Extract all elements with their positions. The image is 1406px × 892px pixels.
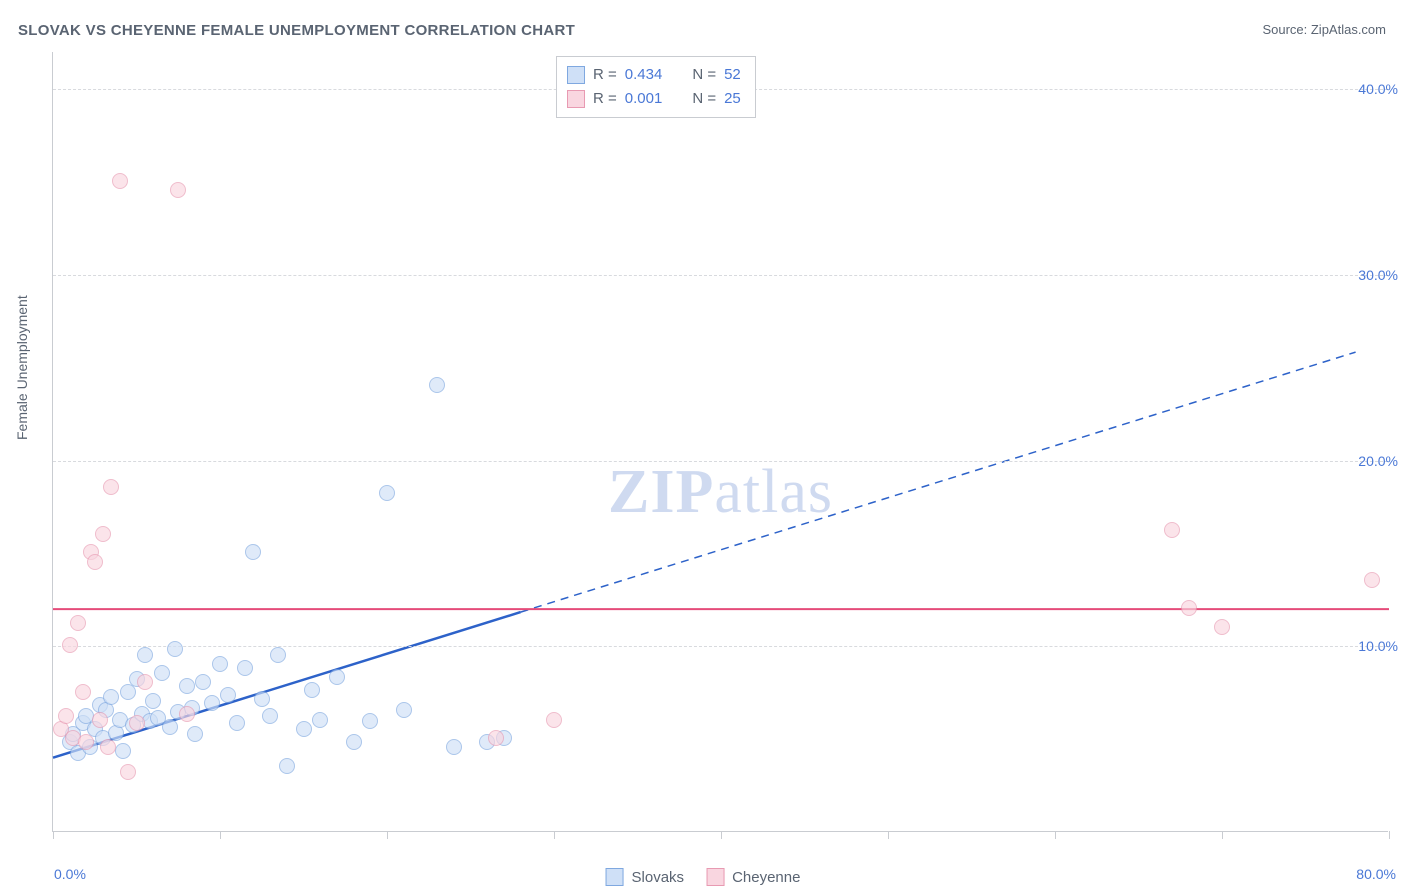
legend-n-label: N = bbox=[692, 87, 716, 111]
data-point bbox=[312, 712, 328, 728]
trend-lines-layer bbox=[53, 52, 1388, 831]
data-point bbox=[103, 479, 119, 495]
data-point bbox=[112, 173, 128, 189]
y-tick-label: 40.0% bbox=[1358, 81, 1398, 97]
legend-r-value: 0.001 bbox=[625, 87, 663, 111]
data-point bbox=[100, 739, 116, 755]
data-point bbox=[446, 739, 462, 755]
x-tick bbox=[1055, 831, 1056, 839]
data-point bbox=[220, 687, 236, 703]
x-tick bbox=[721, 831, 722, 839]
legend-row: R = 0.434 N = 52 bbox=[567, 63, 741, 87]
data-point bbox=[204, 695, 220, 711]
y-tick-label: 30.0% bbox=[1358, 267, 1398, 283]
data-point bbox=[75, 684, 91, 700]
legend-r-label: R = bbox=[593, 87, 617, 111]
data-point bbox=[346, 734, 362, 750]
series-legend: Slovaks Cheyenne bbox=[606, 868, 801, 886]
y-axis-label: Female Unemployment bbox=[14, 295, 30, 440]
data-point bbox=[87, 554, 103, 570]
data-point bbox=[379, 485, 395, 501]
data-point bbox=[170, 182, 186, 198]
data-point bbox=[92, 712, 108, 728]
trendline-slovaks-dashed bbox=[521, 352, 1356, 612]
data-point bbox=[62, 637, 78, 653]
legend-r-value: 0.434 bbox=[625, 63, 663, 87]
correlation-legend: R = 0.434 N = 52 R = 0.001 N = 25 bbox=[556, 56, 756, 118]
data-point bbox=[362, 713, 378, 729]
data-point bbox=[1364, 572, 1380, 588]
y-tick-label: 20.0% bbox=[1358, 453, 1398, 469]
x-tick bbox=[1222, 831, 1223, 839]
data-point bbox=[1164, 522, 1180, 538]
x-axis-max-label: 80.0% bbox=[1356, 866, 1396, 882]
source-label: Source: bbox=[1262, 22, 1310, 37]
chart-title: SLOVAK VS CHEYENNE FEMALE UNEMPLOYMENT C… bbox=[18, 22, 575, 39]
legend-swatch bbox=[706, 868, 724, 886]
legend-n-value: 52 bbox=[724, 63, 741, 87]
data-point bbox=[58, 708, 74, 724]
data-point bbox=[115, 743, 131, 759]
legend-n-label: N = bbox=[692, 63, 716, 87]
data-point bbox=[1181, 600, 1197, 616]
data-point bbox=[212, 656, 228, 672]
data-point bbox=[245, 544, 261, 560]
legend-swatch bbox=[606, 868, 624, 886]
data-point bbox=[137, 674, 153, 690]
data-point bbox=[179, 706, 195, 722]
x-tick bbox=[888, 831, 889, 839]
legend-series-label: Cheyenne bbox=[732, 869, 800, 886]
x-tick bbox=[53, 831, 54, 839]
data-point bbox=[145, 693, 161, 709]
y-tick-label: 10.0% bbox=[1358, 638, 1398, 654]
legend-swatch bbox=[567, 66, 585, 84]
data-point bbox=[546, 712, 562, 728]
legend-n-value: 25 bbox=[724, 87, 741, 111]
data-point bbox=[78, 734, 94, 750]
gridline bbox=[53, 461, 1388, 462]
data-point bbox=[179, 678, 195, 694]
source-name: ZipAtlas.com bbox=[1311, 22, 1386, 37]
x-tick bbox=[1389, 831, 1390, 839]
gridline bbox=[53, 646, 1388, 647]
data-point bbox=[229, 715, 245, 731]
data-point bbox=[95, 526, 111, 542]
data-point bbox=[254, 691, 270, 707]
data-point bbox=[279, 758, 295, 774]
data-point bbox=[187, 726, 203, 742]
legend-r-label: R = bbox=[593, 63, 617, 87]
data-point bbox=[304, 682, 320, 698]
x-tick bbox=[554, 831, 555, 839]
data-point bbox=[262, 708, 278, 724]
legend-series-label: Slovaks bbox=[632, 869, 685, 886]
data-point bbox=[195, 674, 211, 690]
data-point bbox=[429, 377, 445, 393]
data-point bbox=[296, 721, 312, 737]
data-point bbox=[137, 647, 153, 663]
gridline bbox=[53, 275, 1388, 276]
data-point bbox=[70, 615, 86, 631]
data-point bbox=[129, 715, 145, 731]
data-point bbox=[329, 669, 345, 685]
data-point bbox=[1214, 619, 1230, 635]
source-attribution: Source: ZipAtlas.com bbox=[1262, 22, 1386, 37]
legend-item: Cheyenne bbox=[706, 868, 800, 886]
data-point bbox=[396, 702, 412, 718]
legend-row: R = 0.001 N = 25 bbox=[567, 87, 741, 111]
x-axis-min-label: 0.0% bbox=[54, 866, 86, 882]
data-point bbox=[488, 730, 504, 746]
data-point bbox=[120, 764, 136, 780]
data-point bbox=[237, 660, 253, 676]
x-tick bbox=[387, 831, 388, 839]
data-point bbox=[167, 641, 183, 657]
data-point bbox=[154, 665, 170, 681]
legend-item: Slovaks bbox=[606, 868, 685, 886]
data-point bbox=[162, 719, 178, 735]
legend-swatch bbox=[567, 90, 585, 108]
data-point bbox=[103, 689, 119, 705]
plot-area: ZIPatlas bbox=[52, 52, 1388, 832]
x-tick bbox=[220, 831, 221, 839]
data-point bbox=[270, 647, 286, 663]
